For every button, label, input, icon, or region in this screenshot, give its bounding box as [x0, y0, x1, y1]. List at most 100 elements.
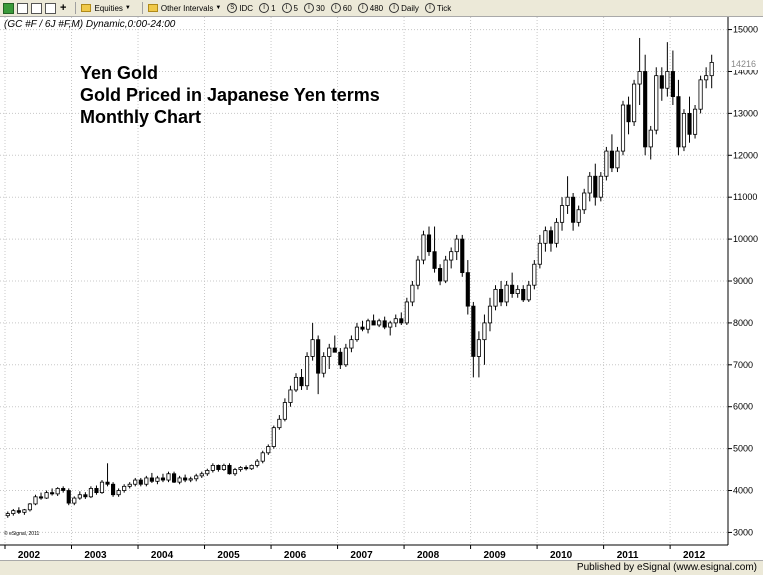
candle-body	[305, 356, 310, 387]
candle-body	[576, 209, 581, 223]
candle	[50, 488, 55, 496]
candle-body	[244, 467, 249, 470]
candle-body	[271, 427, 276, 447]
equities-dropdown[interactable]: Equities ▼	[81, 4, 131, 13]
candle-body	[504, 284, 509, 303]
candle-body	[499, 288, 504, 303]
copy-icon[interactable]	[31, 2, 42, 14]
chevron-down-icon: ▼	[124, 5, 131, 11]
candle	[33, 494, 38, 506]
last-price-marker: 14216	[729, 58, 761, 70]
candle-body	[482, 322, 487, 341]
y-tick-label: 9000	[733, 276, 753, 286]
candle	[654, 67, 659, 135]
candle-body	[665, 71, 670, 89]
candle	[99, 480, 105, 494]
candle-body	[432, 251, 437, 269]
candle-body	[620, 104, 626, 152]
candle	[704, 67, 709, 89]
candle-body	[77, 494, 82, 499]
candle-body	[138, 479, 143, 485]
candle-body	[471, 305, 476, 357]
interval-button-daily[interactable]: I Daily	[389, 3, 419, 13]
candle	[277, 415, 282, 430]
chart-icon[interactable]	[3, 2, 14, 14]
candle-body	[171, 473, 177, 483]
candle	[670, 50, 675, 105]
candle-body	[670, 71, 675, 98]
interval-icon: I	[259, 3, 270, 13]
candle-body	[343, 347, 348, 366]
candle	[454, 234, 459, 261]
candle-body	[537, 242, 542, 265]
interval-button-480[interactable]: I 480	[357, 3, 383, 13]
x-tick-label: 2012	[683, 550, 706, 561]
candle	[105, 463, 110, 487]
candle-body	[332, 347, 337, 353]
window-icon[interactable]	[45, 2, 56, 14]
candle-body	[199, 473, 204, 477]
candle	[609, 134, 614, 173]
candle-body	[55, 488, 60, 495]
interval-icon: I	[281, 3, 292, 13]
interval-button-idc[interactable]: S IDC	[227, 3, 253, 13]
candle	[327, 343, 332, 369]
candle	[365, 318, 371, 334]
candle	[637, 37, 642, 105]
interval-label: Tick	[436, 3, 452, 13]
interval-button-30[interactable]: I 30	[303, 3, 325, 13]
candle	[238, 466, 243, 472]
candle	[659, 67, 664, 101]
candle-body	[16, 510, 21, 513]
candle	[44, 490, 49, 499]
candle-body	[22, 509, 27, 513]
interval-icon: I	[303, 3, 314, 13]
candle	[27, 503, 33, 512]
interval-button-60[interactable]: I 60	[330, 3, 352, 13]
symbol-header: (GC #F / 6J #F,M) Dynamic,0:00-24:00	[4, 19, 176, 30]
candle	[255, 459, 260, 468]
candle-body	[44, 492, 49, 499]
interval-icon: I	[357, 3, 368, 13]
candle-body	[565, 196, 570, 206]
add-icon[interactable]: +	[60, 1, 67, 14]
folder-icon	[147, 4, 158, 12]
candle	[687, 96, 692, 143]
candle-body	[393, 318, 398, 324]
interval-label: 1	[271, 3, 276, 13]
x-tick-label: 2005	[217, 550, 240, 561]
page-icon[interactable]	[17, 2, 28, 14]
candle-body	[615, 150, 620, 169]
last-price-box	[729, 58, 761, 70]
candle	[377, 318, 382, 328]
candle-body	[593, 175, 598, 198]
interval-button-tick[interactable]: I Tick	[424, 3, 452, 13]
candle	[548, 226, 554, 252]
interval-icon: S	[227, 3, 238, 13]
candle-body	[698, 79, 703, 110]
candle	[216, 464, 221, 472]
candle	[532, 260, 537, 290]
candle-body	[382, 320, 387, 328]
candle	[160, 473, 166, 483]
y-tick-label: 15000	[733, 25, 758, 35]
candle-body	[299, 376, 304, 387]
candle-body	[598, 175, 603, 198]
candle	[432, 226, 437, 273]
candle	[665, 42, 670, 97]
publisher-credit: Published by eSignal (www.esignal.com)	[576, 562, 757, 573]
candle-body	[216, 464, 221, 470]
candle-body	[288, 389, 293, 403]
intervals-dropdown[interactable]: Other Intervals ▼	[147, 4, 221, 13]
candle	[598, 172, 603, 202]
candle	[188, 476, 193, 483]
candle-body	[72, 497, 77, 504]
candle	[493, 285, 498, 311]
candle-body	[465, 272, 470, 307]
candle	[11, 508, 16, 516]
candle	[305, 352, 310, 390]
candle	[676, 79, 681, 156]
